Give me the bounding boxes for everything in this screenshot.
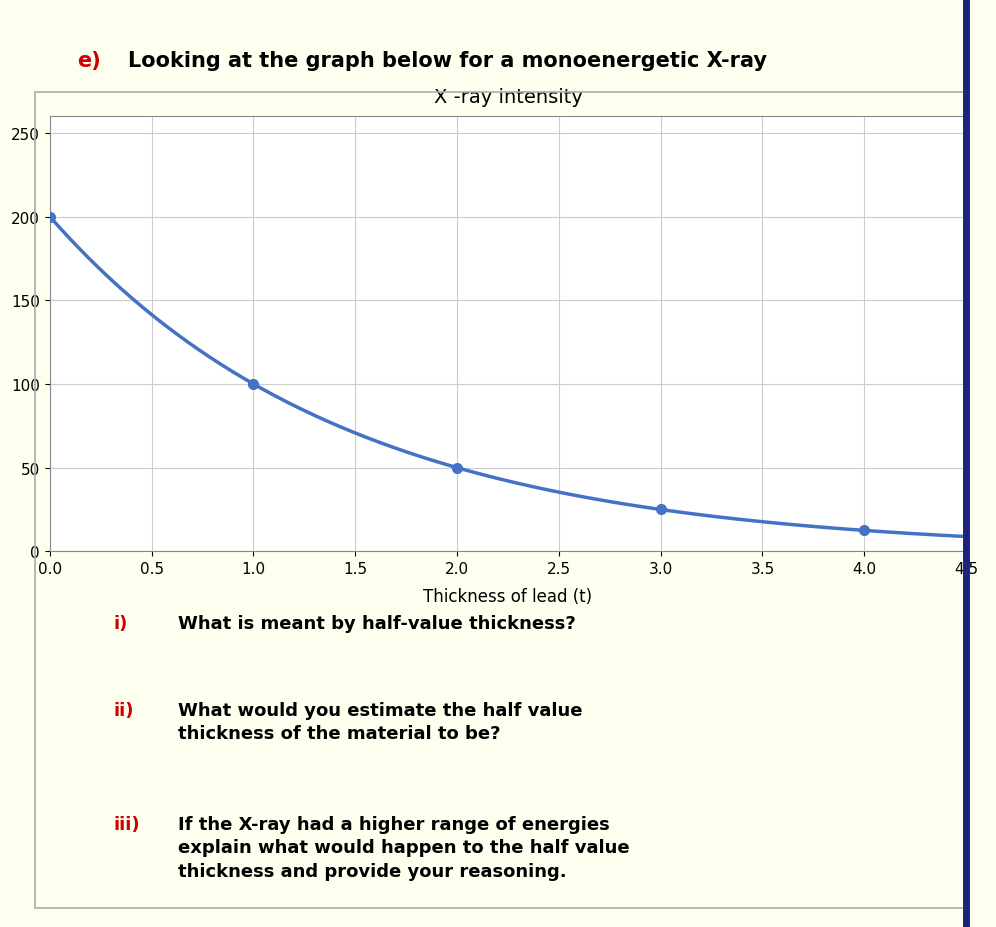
Text: i): i) — [114, 615, 128, 632]
Text: Looking at the graph below for a monoenergetic X-ray: Looking at the graph below for a monoene… — [127, 51, 767, 71]
Text: e): e) — [78, 51, 101, 71]
Text: ii): ii) — [114, 701, 134, 719]
Text: iii): iii) — [114, 815, 140, 832]
X-axis label: Thickness of lead (t): Thickness of lead (t) — [423, 588, 593, 605]
Text: If the X-ray had a higher range of energies
explain what would happen to the hal: If the X-ray had a higher range of energ… — [178, 815, 629, 880]
Text: What is meant by half-value thickness?: What is meant by half-value thickness? — [178, 615, 576, 632]
Text: What would you estimate the half value
thickness of the material to be?: What would you estimate the half value t… — [178, 701, 583, 743]
Title: X -ray intensity: X -ray intensity — [433, 88, 583, 108]
